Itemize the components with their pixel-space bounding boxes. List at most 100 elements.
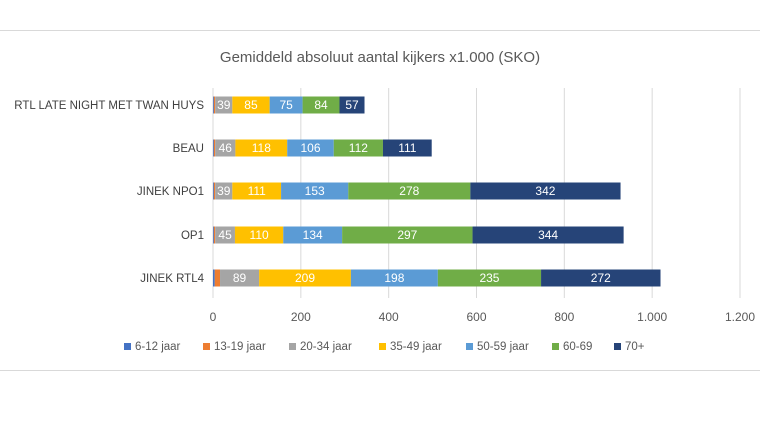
bar-segment: [342, 226, 473, 244]
bar-segment: [213, 226, 214, 244]
legend-item: 70+: [614, 341, 645, 353]
category-label: JINEK NPO1: [137, 186, 204, 198]
bar-value-label: 118: [252, 141, 271, 155]
legend-swatch: [289, 343, 296, 350]
legend-swatch: [379, 343, 386, 350]
legend-item: 50-59 jaar: [466, 341, 529, 353]
legend-item: 20-34 jaar: [289, 341, 352, 353]
bar-segment: [215, 226, 235, 244]
bar-segment: [283, 226, 343, 244]
bar-value-label: 85: [244, 98, 258, 112]
bar-value-label: 39: [217, 184, 231, 198]
bar-segment: [382, 139, 432, 157]
legend-label: 60-69: [563, 341, 592, 353]
bar-segment: [213, 226, 216, 244]
legend-label: 35-49 jaar: [390, 341, 442, 353]
bar-value-label: 112: [349, 141, 368, 155]
legend-swatch: [614, 343, 621, 350]
bar-segment: [302, 96, 340, 114]
bar-value-label: 342: [535, 184, 555, 198]
bar-value-label: 84: [314, 98, 328, 112]
bar-value-label: 75: [279, 98, 293, 112]
legend-label: 6-12 jaar: [135, 341, 181, 353]
legend-label: 20-34 jaar: [300, 341, 352, 353]
x-tick-label: 1.000: [637, 310, 667, 324]
chart-frame-top-border: [0, 30, 760, 31]
bar-segment: [215, 139, 236, 157]
legend-swatch: [552, 343, 559, 350]
legend-swatch: [466, 343, 473, 350]
bar-segment: [213, 182, 214, 200]
chart-frame-bottom-border: [0, 370, 760, 371]
bars: 39 85 75 84 57 46 118 106 112 111 39 111 153 278 342 45…: [213, 96, 661, 287]
bar-value-label: 106: [300, 141, 320, 155]
bar-segment: [269, 96, 303, 114]
bar-value-label: 45: [218, 228, 232, 242]
bar-segment: [232, 96, 270, 114]
bar-value-label: 153: [305, 184, 325, 198]
category-label: BEAU: [173, 143, 204, 155]
legend-label: 70+: [625, 341, 645, 353]
bar-segment: [213, 139, 214, 157]
bar-segment: [281, 182, 349, 200]
bar-value-label: 46: [219, 141, 233, 155]
bar-segment: [215, 182, 233, 200]
bar-segment: [215, 96, 233, 114]
bar-value-label: 57: [345, 98, 359, 112]
bar-value-label: 111: [398, 141, 417, 155]
bar-segment: [437, 269, 542, 287]
legend: 6-12 jaar 13-19 jaar 20-34 jaar 35-49 jaar 5…: [124, 341, 645, 353]
bar-segment: [214, 269, 221, 287]
bar-segment: [232, 182, 282, 200]
bar-value-label: 110: [250, 228, 269, 242]
bar-segment: [220, 269, 260, 287]
bar-value-label: 344: [538, 228, 558, 242]
category-label: OP1: [181, 230, 204, 242]
bar-segment: [213, 139, 216, 157]
x-tick-label: 0: [210, 310, 217, 324]
bar-value-label: 198: [384, 271, 404, 285]
x-axis-ticks: 0 200 400 600 800 1.000 1.200: [210, 310, 756, 324]
bar-value-label: 209: [295, 271, 315, 285]
category-label: RTL LATE NIGHT MET TWAN HUYS: [14, 100, 204, 112]
legend-item: 13-19 jaar: [203, 341, 266, 353]
bar-value-label: 39: [217, 98, 231, 112]
bar-segment: [541, 269, 661, 287]
x-tick-label: 600: [466, 310, 486, 324]
bar-value-label: 272: [591, 271, 611, 285]
bar-segment: [259, 269, 351, 287]
bar-segment: [235, 139, 288, 157]
chart-title: Gemiddeld absoluut aantal kijkers x1.000…: [220, 49, 540, 66]
category-labels: RTL LATE NIGHT MET TWAN HUYS BEAU JINEK NP…: [14, 100, 204, 285]
bar-segment: [287, 139, 334, 157]
category-label: JINEK RTL4: [140, 273, 204, 285]
legend-item: 35-49 jaar: [379, 341, 442, 353]
bar-segment: [472, 226, 624, 244]
bar-segment: [339, 96, 365, 114]
bar-segment: [213, 96, 216, 114]
legend-label: 13-19 jaar: [214, 341, 266, 353]
bar-value-label: 89: [233, 271, 247, 285]
bar-segment: [234, 226, 284, 244]
bar-segment: [470, 182, 621, 200]
x-tick-label: 1.200: [725, 310, 755, 324]
legend-swatch: [124, 343, 131, 350]
bar-segment: [213, 182, 216, 200]
legend-label: 50-59 jaar: [477, 341, 529, 353]
legend-swatch: [203, 343, 210, 350]
x-tick-label: 200: [291, 310, 311, 324]
legend-item: 6-12 jaar: [124, 341, 181, 353]
bar-value-label: 297: [397, 228, 417, 242]
bar-value-label: 111: [248, 184, 267, 198]
bar-segment: [333, 139, 383, 157]
bar-segment: [350, 269, 438, 287]
bar-segment: [348, 182, 471, 200]
bar-value-label: 134: [303, 228, 323, 242]
legend-item: 60-69: [552, 341, 592, 353]
x-tick-label: 800: [554, 310, 574, 324]
bar-value-label: 235: [479, 271, 499, 285]
bar-segment: [213, 269, 215, 287]
bar-segment: [213, 96, 214, 114]
x-tick-label: 400: [379, 310, 399, 324]
